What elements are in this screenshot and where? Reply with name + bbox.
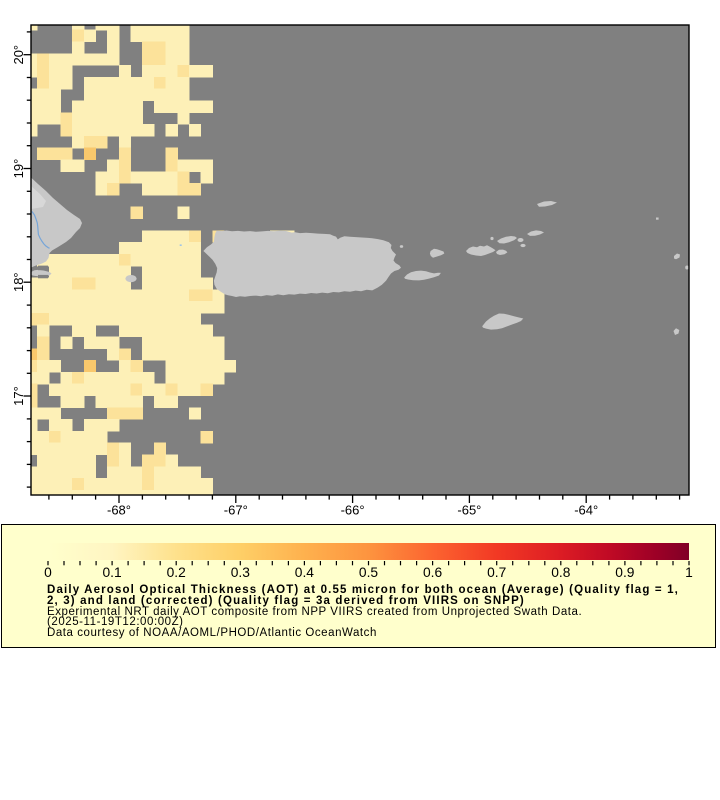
svg-text:-66°: -66° — [341, 503, 365, 518]
svg-text:-64°: -64° — [574, 503, 598, 518]
svg-text:-68°: -68° — [107, 503, 131, 518]
svg-text:19°: 19° — [11, 159, 26, 179]
svg-text:-65°: -65° — [457, 503, 481, 518]
svg-text:20°: 20° — [11, 45, 26, 65]
svg-text:18°: 18° — [11, 272, 26, 292]
svg-text:17°: 17° — [11, 386, 26, 406]
svg-text:-67°: -67° — [224, 503, 248, 518]
